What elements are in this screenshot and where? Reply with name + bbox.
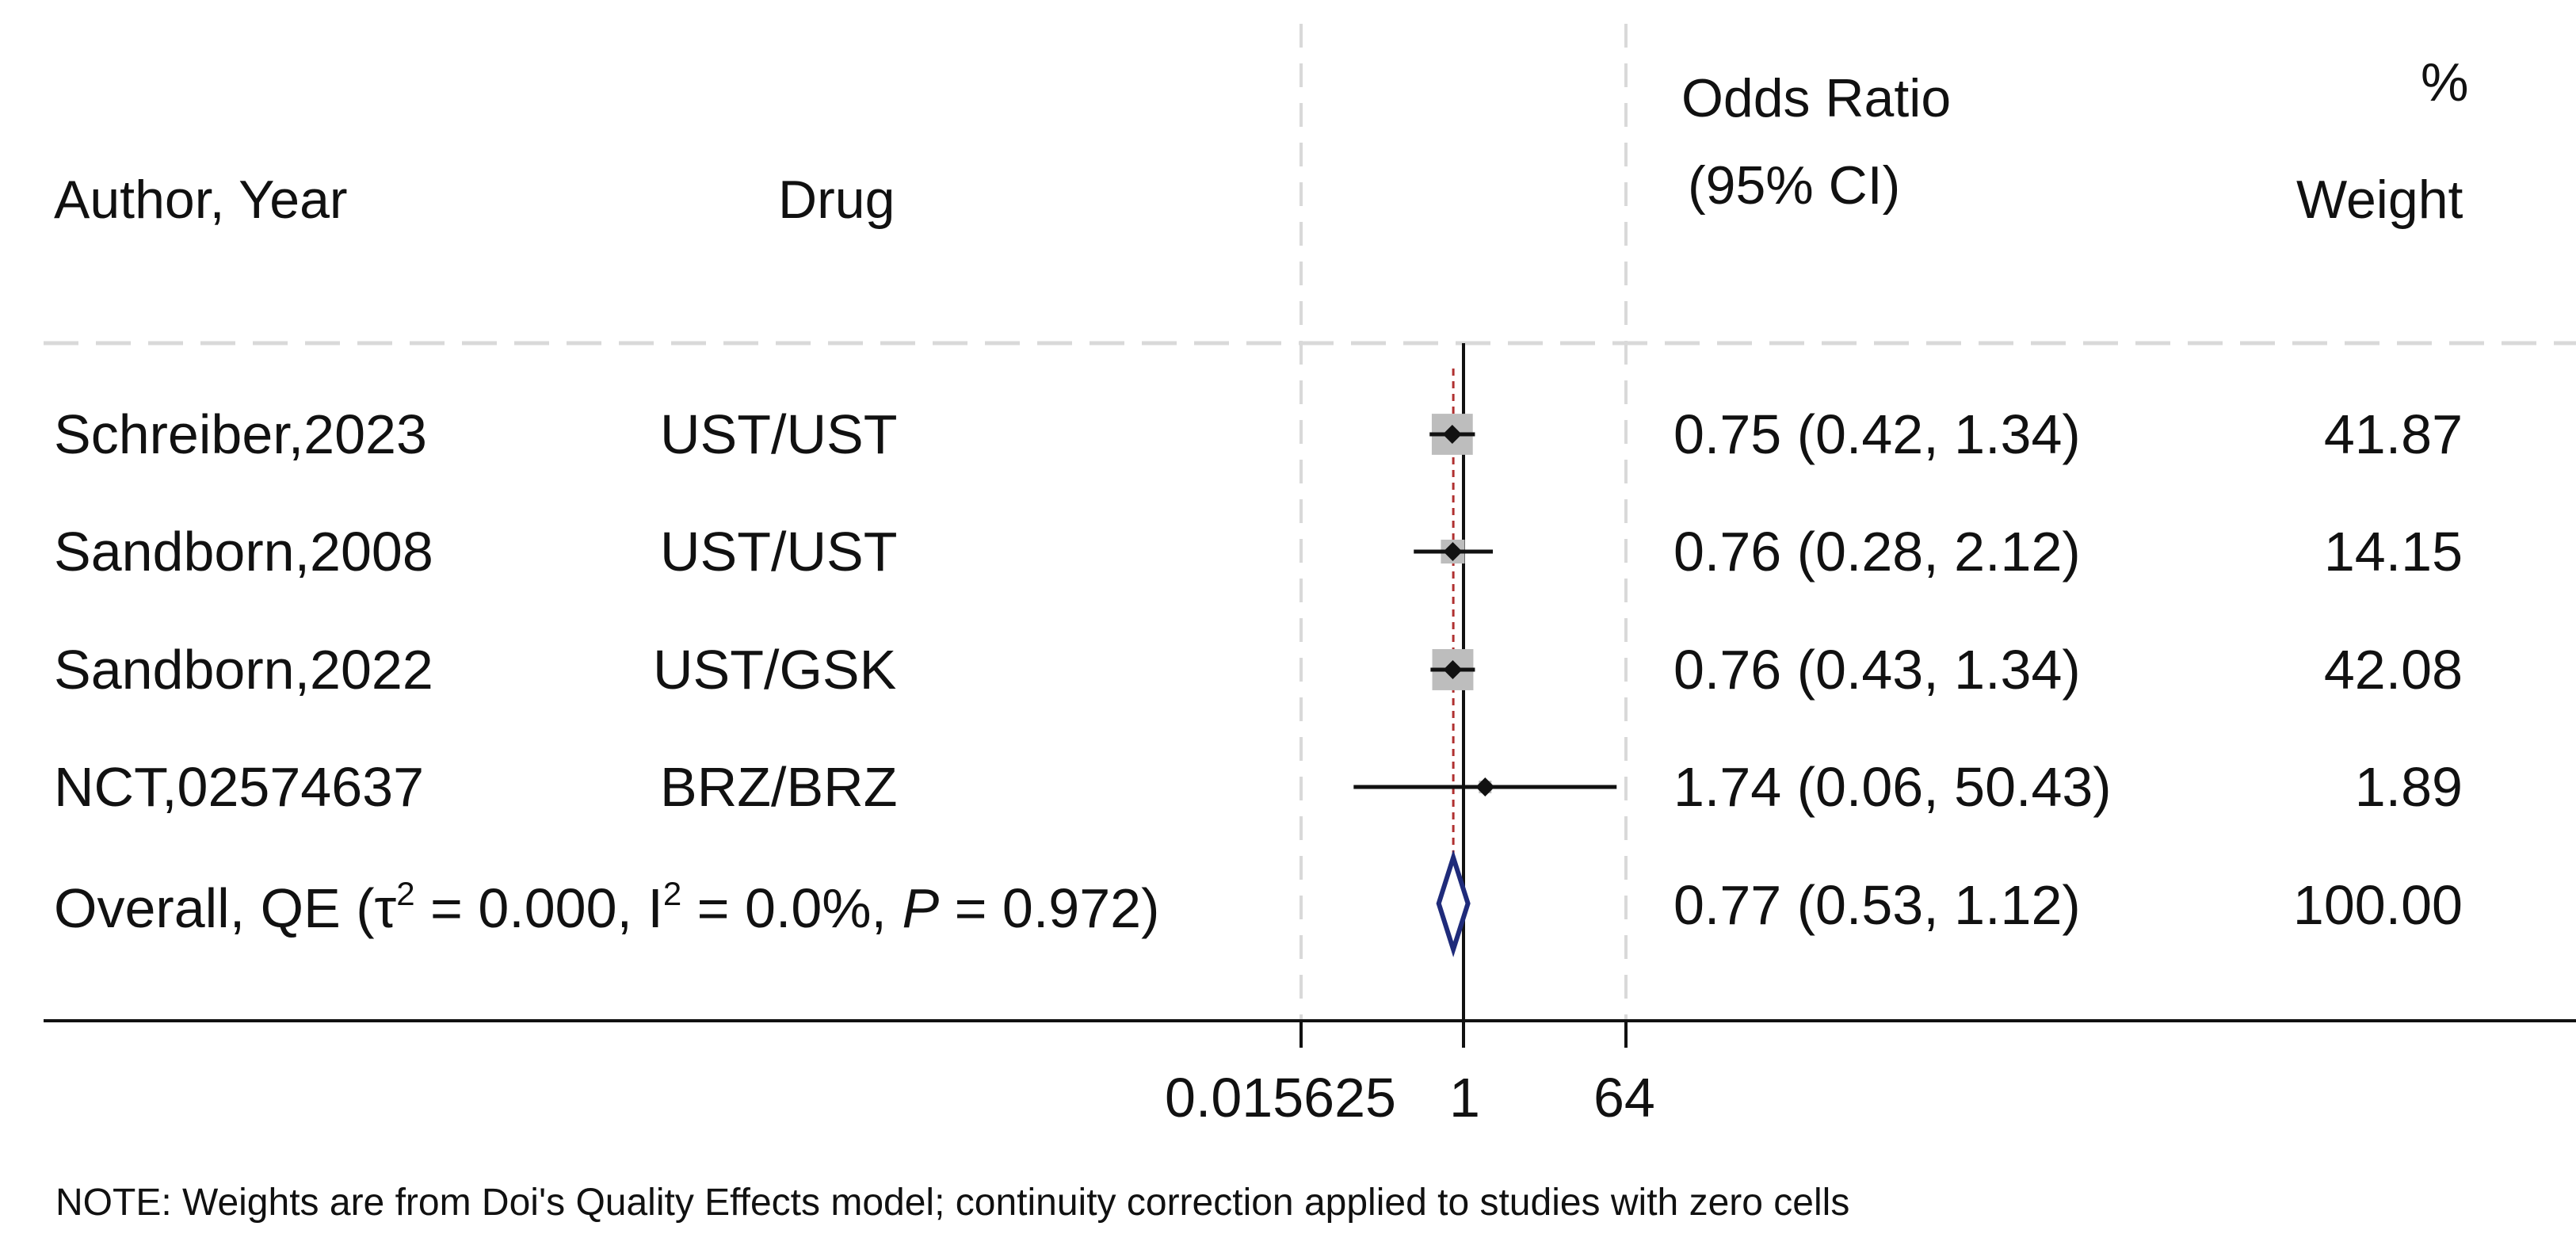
overall-or-text: 0.77 (0.53, 1.12) xyxy=(1673,874,2081,936)
header-weight-line2: Weight xyxy=(2296,170,2463,230)
study-weight: 41.87 xyxy=(2323,403,2463,465)
study-author: Sandborn,2022 xyxy=(54,639,433,701)
study-author: Schreiber,2023 xyxy=(54,403,427,465)
study-weight: 1.89 xyxy=(2354,756,2463,818)
overall-diamond xyxy=(1436,850,1471,957)
study-or-text: 1.74 (0.06, 50.43) xyxy=(1673,756,2112,818)
study-point-estimate xyxy=(1443,542,1463,561)
study-drug: UST/UST xyxy=(660,403,898,465)
overall-label: Overall, QE (τ2 = 0.000, I2 = 0.0%, P = … xyxy=(54,875,1160,939)
study-point-estimate xyxy=(1443,660,1463,679)
tau-superscript: 2 xyxy=(396,875,415,912)
study-author: Sandborn,2008 xyxy=(54,521,433,582)
header-or-line1: Odds Ratio xyxy=(1681,68,1952,128)
overall-suffix: = 0.972) xyxy=(939,877,1160,939)
x-tick-label: 64 xyxy=(1593,1067,1655,1129)
study-weight: 42.08 xyxy=(2323,639,2463,701)
i-superscript: 2 xyxy=(662,875,682,912)
study-weight: 14.15 xyxy=(2323,521,2463,582)
overall-mid1: = 0.000, I xyxy=(414,877,663,939)
header-or-line2: (95% CI) xyxy=(1688,155,1901,216)
study-drug: BRZ/BRZ xyxy=(660,756,898,818)
p-symbol: P xyxy=(902,877,940,939)
overall-prefix: Overall, QE ( xyxy=(54,877,375,939)
header-author-year: Author, Year xyxy=(54,170,348,230)
study-drug: UST/UST xyxy=(660,521,898,582)
x-tick-label: 1 xyxy=(1449,1067,1480,1129)
header-weight-line1: % xyxy=(2421,52,2469,113)
study-or-text: 0.75 (0.42, 1.34) xyxy=(1673,403,2081,465)
study-point-estimate xyxy=(1475,777,1495,796)
overall-weight: 100.00 xyxy=(2292,874,2463,936)
overall-mid2: = 0.0%, xyxy=(681,877,903,939)
study-or-text: 0.76 (0.28, 2.12) xyxy=(1673,521,2081,582)
study-point-estimate xyxy=(1442,425,1462,444)
tau-symbol: τ xyxy=(374,877,397,939)
study-drug: UST/GSK xyxy=(653,639,897,701)
study-author: NCT,02574637 xyxy=(54,756,424,818)
header-drug: Drug xyxy=(778,170,895,230)
study-or-text: 0.76 (0.43, 1.34) xyxy=(1673,639,2081,701)
x-tick-label: 0.015625 xyxy=(1165,1067,1396,1129)
footnote: NOTE: Weights are from Doi's Quality Eff… xyxy=(55,1182,1850,1224)
